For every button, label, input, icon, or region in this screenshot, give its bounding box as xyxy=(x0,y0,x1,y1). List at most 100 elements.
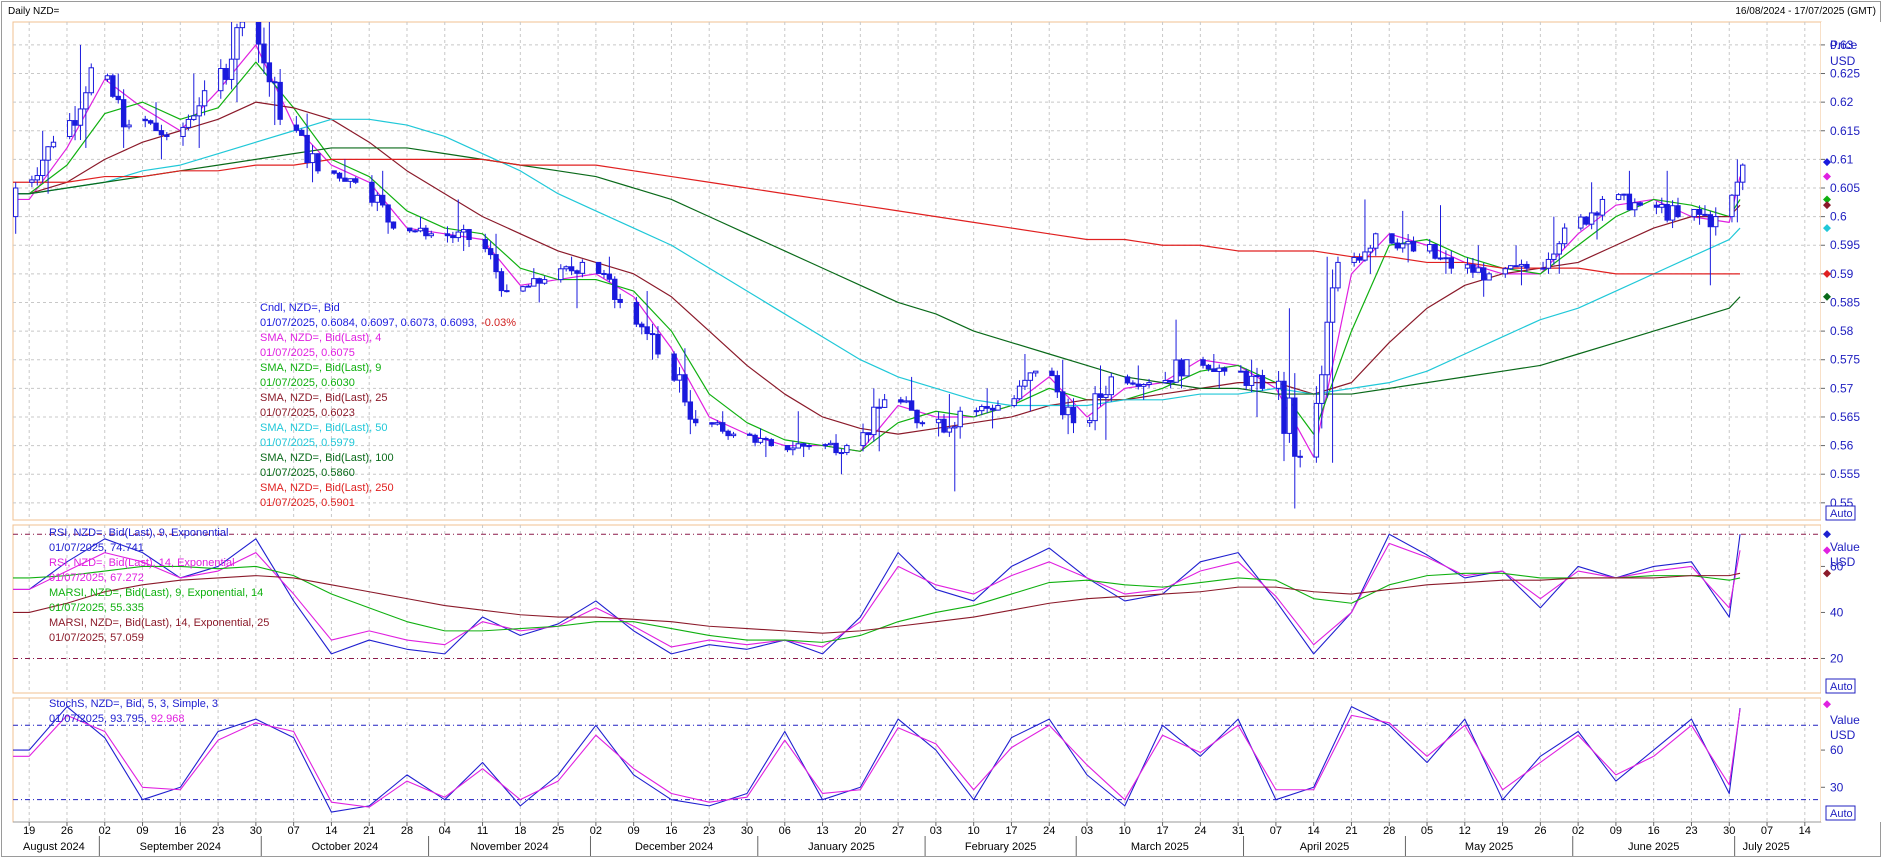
x-day-label: 16 xyxy=(174,825,186,837)
candle xyxy=(88,63,94,96)
stoch-panel-frame xyxy=(12,697,1822,823)
candle xyxy=(83,86,89,148)
sma-50-line xyxy=(13,118,1741,407)
candle-body xyxy=(1702,213,1708,216)
candle xyxy=(487,241,494,260)
stoch-auto-button[interactable]: Auto xyxy=(1825,805,1856,821)
x-day-label: 23 xyxy=(212,825,224,837)
candle-body xyxy=(498,271,505,292)
candle xyxy=(649,323,656,360)
candle xyxy=(822,443,828,450)
stoch-marker xyxy=(1823,700,1831,709)
candle xyxy=(1092,386,1098,431)
candle xyxy=(1502,267,1508,278)
stoch-d-line xyxy=(13,709,1741,808)
candle-body xyxy=(1437,257,1444,260)
candle-body xyxy=(272,81,278,84)
candle xyxy=(196,97,202,148)
candle xyxy=(353,176,359,185)
candle xyxy=(914,409,920,429)
candle-body xyxy=(1502,268,1508,275)
price-legend-value: 01/07/2025, 0.5901 xyxy=(260,497,355,509)
price-auto-label: Auto xyxy=(1830,508,1853,520)
candle-body xyxy=(1675,205,1681,218)
price-legend-label: SMA, NZD=, Bid(Last), 100 xyxy=(260,452,394,464)
price-y-label: 0.595 xyxy=(1830,238,1860,252)
price-auto-button[interactable]: Auto xyxy=(1825,505,1856,521)
candle-body xyxy=(957,410,963,428)
candle xyxy=(1578,214,1584,231)
candle xyxy=(185,114,192,131)
candle xyxy=(525,284,532,288)
candle-body xyxy=(1248,375,1255,386)
candle xyxy=(720,411,726,434)
candle-body xyxy=(104,75,111,80)
candle-body xyxy=(1367,247,1374,253)
price-y-label: 0.58 xyxy=(1830,324,1854,338)
candle-body xyxy=(1653,204,1660,208)
candle-body xyxy=(579,261,586,274)
candle-body xyxy=(1070,406,1077,424)
candle xyxy=(1124,374,1131,385)
candle-body xyxy=(1475,267,1481,273)
stoch-axis-title-2: USD xyxy=(1830,728,1856,742)
candle-body xyxy=(768,439,774,447)
candle xyxy=(1507,265,1514,270)
candle-body xyxy=(299,129,305,136)
stoch-legend: StochS, NZD=, Bid, 5, 3, Simple, 3 01/07/… xyxy=(49,698,218,725)
candle-body xyxy=(563,266,569,270)
x-day-label: 10 xyxy=(968,825,980,837)
price-y-axis: Price USD 0.63 0.625 0.62 0.615 0.61 0.605 0.6… xyxy=(1821,38,1860,510)
x-day-label: 02 xyxy=(1572,825,1584,837)
candle-body xyxy=(606,273,613,280)
candle-body xyxy=(83,92,89,110)
candle-body xyxy=(158,130,165,136)
candle-body xyxy=(1637,202,1643,206)
candle xyxy=(379,170,386,208)
candle xyxy=(574,269,580,309)
candle xyxy=(1653,201,1660,215)
last-price-marker xyxy=(1823,158,1831,167)
candle-body xyxy=(72,120,78,126)
candle xyxy=(1524,261,1530,273)
candle xyxy=(606,256,613,283)
candle xyxy=(1292,373,1298,509)
candle-body xyxy=(531,278,537,287)
price-legend: Cndl, NZD=, Bid 01/07/2025, 0.6084, 0.609… xyxy=(260,302,516,509)
candle xyxy=(293,116,300,133)
candle xyxy=(460,224,467,251)
candle-body xyxy=(1659,203,1665,208)
candle xyxy=(952,421,958,492)
rsi-auto-button[interactable]: Auto xyxy=(1825,678,1856,694)
price-y-label: 0.565 xyxy=(1830,410,1860,424)
candle xyxy=(768,438,774,447)
candle-body xyxy=(1184,359,1190,377)
candle-body xyxy=(903,400,909,403)
candle-body xyxy=(315,153,321,172)
candle-body xyxy=(1362,251,1368,261)
candle-body xyxy=(1324,321,1330,376)
candle-body xyxy=(1016,385,1023,400)
candle-body xyxy=(1400,243,1406,249)
marsi-marker xyxy=(1823,569,1831,578)
candle-body xyxy=(13,187,19,218)
candle xyxy=(865,432,872,443)
candle xyxy=(655,326,661,359)
price-y-label: 0.63 xyxy=(1830,38,1854,52)
candle-body xyxy=(865,432,872,436)
candle-body xyxy=(919,422,926,425)
candle-body xyxy=(1054,375,1061,393)
x-day-label: 02 xyxy=(99,825,111,837)
candle-body xyxy=(1049,370,1055,377)
candle xyxy=(1356,253,1363,263)
candle xyxy=(1243,368,1249,390)
candle-body xyxy=(482,239,488,250)
candle-body xyxy=(88,67,94,94)
candle-body xyxy=(649,333,656,336)
candle xyxy=(147,119,154,126)
candle-body xyxy=(1011,398,1017,407)
candle xyxy=(347,178,354,188)
candle-body xyxy=(1729,194,1735,218)
candle-body xyxy=(493,254,499,273)
candle-body xyxy=(655,333,661,355)
